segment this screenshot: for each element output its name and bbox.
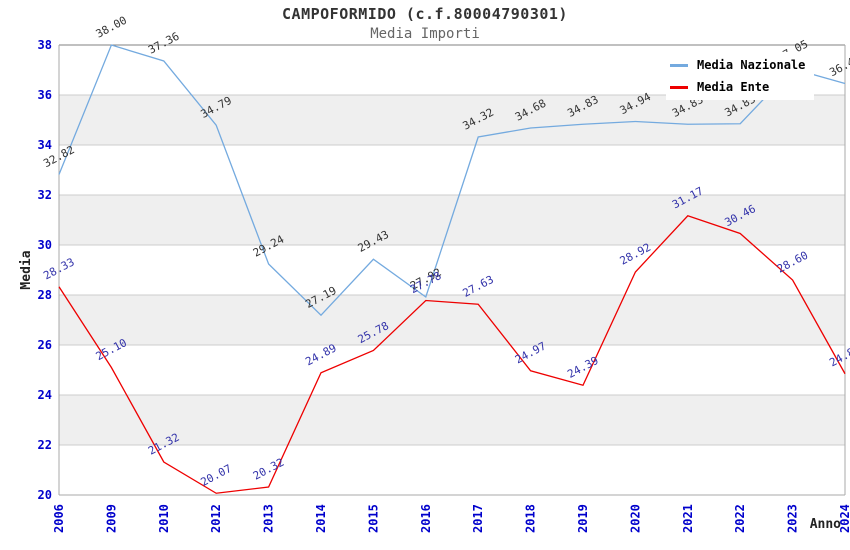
x-axis-tick-label: 2024	[838, 504, 850, 533]
plot-band	[59, 195, 845, 245]
y-axis-tick-label: 32	[38, 188, 52, 202]
media-ente-line-swatch-icon	[670, 85, 688, 89]
y-axis-tick-label: 38	[38, 38, 52, 52]
x-axis-tick-label: 2013	[262, 504, 276, 533]
series-line-media-nazionale	[58, 44, 846, 317]
y-axis-tick-label: 34	[38, 138, 52, 152]
chart-subtitle: Media Importi	[370, 26, 480, 42]
x-axis-tick-label: 2019	[576, 504, 590, 533]
plot-band	[59, 245, 845, 295]
y-axis-title: Media	[19, 250, 34, 289]
y-axis-tick-label: 22	[38, 438, 52, 452]
plot-band	[59, 95, 845, 145]
plot-band	[59, 395, 845, 445]
plot-band	[59, 445, 845, 495]
data-point-label: 38.00	[94, 14, 129, 41]
x-axis-tick-label: 2017	[471, 504, 485, 533]
media-nazionale-line-swatch-icon	[670, 63, 688, 67]
chart-legend: Media Nazionale Media Ente	[666, 52, 814, 100]
x-axis-tick-label: 2015	[366, 504, 380, 533]
y-axis-tick-label: 20	[38, 488, 52, 502]
x-axis-title: Anno	[810, 517, 841, 532]
chart-title: CAMPOFORMIDO (c.f.80004790301)	[282, 5, 568, 23]
legend-label-media-ente: Media Ente	[697, 80, 770, 94]
x-axis-tick-label: 2016	[419, 504, 433, 533]
plot-band	[59, 295, 845, 345]
x-axis-tick-label: 2020	[628, 504, 642, 533]
x-axis-tick-label: 2014	[314, 504, 328, 533]
plot-band	[59, 345, 845, 395]
y-axis-tick-label: 30	[38, 238, 52, 252]
legend-label-media-nazionale: Media Nazionale	[697, 58, 806, 72]
legend-item-media-nazionale: Media Nazionale	[670, 54, 810, 76]
series-line-media-ente	[58, 214, 846, 494]
x-axis-tick-label: 2023	[786, 504, 800, 533]
plot-band	[59, 145, 845, 195]
x-axis-tick-label: 2009	[104, 504, 118, 533]
x-axis-tick-label: 2021	[681, 504, 695, 533]
y-axis-tick-label: 36	[38, 88, 52, 102]
x-axis-tick-label: 2022	[733, 504, 747, 533]
x-axis-tick-label: 2006	[52, 504, 66, 533]
x-axis-tick-label: 2010	[157, 504, 171, 533]
y-axis-tick-label: 28	[38, 288, 52, 302]
y-axis-tick-label: 24	[38, 388, 52, 402]
y-axis-tick-label: 26	[38, 338, 52, 352]
x-axis-tick-label: 2012	[209, 504, 223, 533]
legend-item-media-ente: Media Ente	[670, 76, 810, 98]
x-axis-tick-label: 2018	[524, 504, 538, 533]
